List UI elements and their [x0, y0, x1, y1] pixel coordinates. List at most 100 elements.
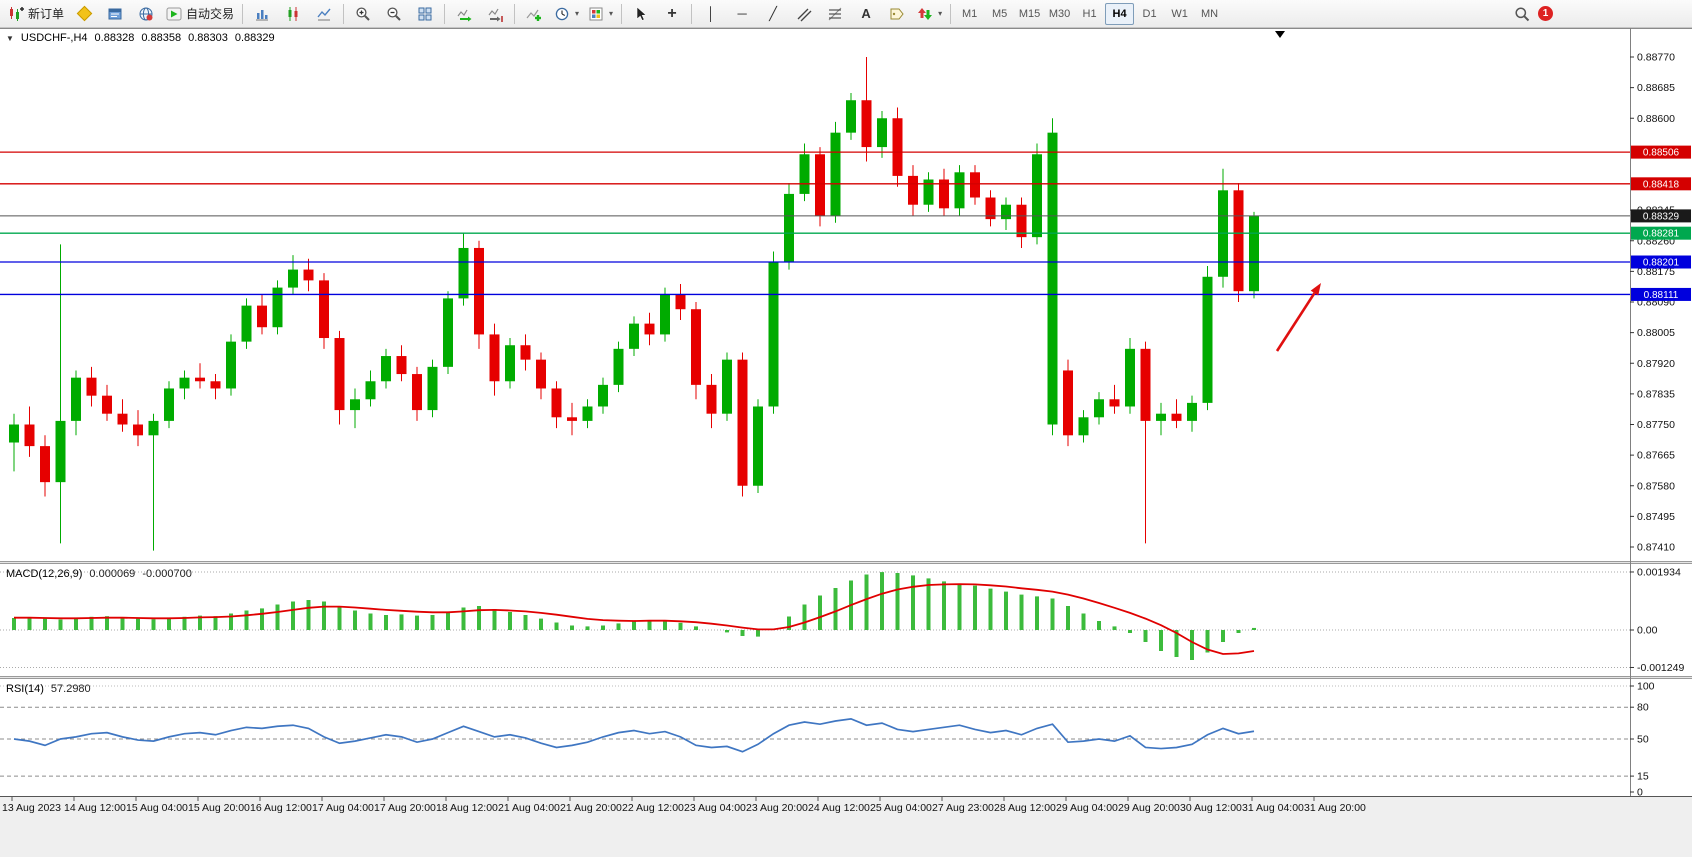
- close-value: 0.88329: [234, 32, 275, 44]
- svg-text:0.001934: 0.001934: [1637, 566, 1681, 578]
- horizontal-line-tool-button[interactable]: ─: [727, 2, 757, 26]
- trendline-tool-button[interactable]: ╱: [758, 2, 788, 26]
- zoom-in-icon: [356, 6, 370, 21]
- trend-arrow[interactable]: [1275, 283, 1321, 352]
- arrows-icon: [918, 7, 933, 20]
- price-axis[interactable]: 0.887700.886850.886000.883450.882600.881…: [1630, 52, 1691, 554]
- chevron-down-icon: ▾: [609, 9, 614, 18]
- timeframe-mn-button[interactable]: MN: [1201, 7, 1219, 20]
- search-button[interactable]: [1507, 2, 1537, 26]
- vertical-line-tool-button[interactable]: │: [696, 2, 726, 26]
- svg-text:80: 80: [1637, 702, 1649, 714]
- svg-text:15: 15: [1637, 771, 1649, 783]
- timeframe-m30-button[interactable]: M30: [1048, 7, 1071, 20]
- svg-text:27 Aug 23:00: 27 Aug 23:00: [932, 802, 994, 814]
- terminal-button[interactable]: [100, 2, 130, 26]
- line-chart-button[interactable]: [309, 2, 339, 26]
- bar-chart-button[interactable]: [247, 2, 277, 26]
- community-globe-icon: [139, 7, 153, 20]
- notification-badge[interactable]: 1: [1538, 6, 1553, 21]
- svg-text:0.88329: 0.88329: [1643, 211, 1680, 222]
- label-tag-icon: [890, 8, 904, 19]
- macd-indicator-label: MACD(12,26,9) 0.000069 -0.000700: [6, 568, 192, 580]
- timeframe-h1-button[interactable]: H1: [1082, 7, 1097, 20]
- time-axis[interactable]: 13 Aug 2023 14 Aug 12:00 15 Aug 04:00 15 Au…: [2, 796, 1366, 814]
- zoom-in-button[interactable]: [348, 2, 378, 26]
- svg-text:0.87750: 0.87750: [1637, 419, 1675, 431]
- toolbar-separator: [444, 3, 446, 24]
- rsi-pane[interactable]: 100 80 50 15 0: [0, 681, 1655, 799]
- tile-windows-button[interactable]: [410, 2, 440, 26]
- toolbar-separator: [691, 3, 693, 24]
- svg-text:17 Aug 20:00: 17 Aug 20:00: [374, 802, 436, 814]
- community-button[interactable]: [131, 2, 161, 26]
- svg-text:0.88685: 0.88685: [1637, 82, 1675, 94]
- support-line-badge: [1631, 255, 1691, 269]
- templates-button[interactable]: ▾: [584, 2, 617, 26]
- chart-shift-marker[interactable]: [1275, 31, 1285, 38]
- svg-text:23 Aug 04:00: 23 Aug 04:00: [684, 802, 746, 814]
- auto-scroll-button[interactable]: [449, 2, 479, 26]
- svg-text:0.88111: 0.88111: [1644, 290, 1679, 301]
- timeframe-m15-button[interactable]: M15: [1018, 7, 1041, 20]
- zoom-out-button[interactable]: [379, 2, 409, 26]
- macd-signal-line: [14, 583, 1255, 655]
- cursor-tool-button[interactable]: [626, 2, 656, 26]
- svg-text:21 Aug 20:00: 21 Aug 20:00: [560, 802, 622, 814]
- rsi-line: [13, 717, 1255, 753]
- macd-pane[interactable]: 0.001934 0.00 -0.001249: [0, 566, 1684, 674]
- svg-text:15 Aug 04:00: 15 Aug 04:00: [126, 802, 188, 814]
- chevron-down-icon: ▾: [938, 9, 943, 18]
- fibonacci-icon: [828, 7, 842, 20]
- chart-canvas[interactable]: 0.887700.886850.886000.883450.882600.881…: [0, 28, 1692, 857]
- channel-tool-button[interactable]: [789, 2, 819, 26]
- indicators-button[interactable]: [519, 2, 549, 26]
- chart-window[interactable]: 0.887700.886850.886000.883450.882600.881…: [0, 28, 1692, 857]
- rsi-name: RSI(14): [6, 683, 44, 695]
- svg-text:-0.001249: -0.001249: [1637, 662, 1684, 674]
- chart-shift-button[interactable]: [480, 2, 510, 26]
- svg-text:29 Aug 04:00: 29 Aug 04:00: [1056, 802, 1118, 814]
- toolbar-separator: [343, 3, 345, 24]
- candlestick-chart-button[interactable]: [278, 2, 308, 26]
- timeframe-d1-button[interactable]: D1: [1142, 7, 1157, 20]
- resistance-line-badge: [1631, 145, 1691, 159]
- timeframe-w1-button[interactable]: W1: [1171, 7, 1188, 20]
- timeframe-m5-button[interactable]: M5: [991, 7, 1008, 20]
- timeframe-h4-button[interactable]: H4: [1105, 2, 1135, 25]
- new-order-icon: [10, 6, 24, 21]
- autotrade-button[interactable]: 自动交易: [162, 2, 238, 26]
- svg-text:0.87410: 0.87410: [1637, 542, 1675, 554]
- metaeditor-button[interactable]: [69, 2, 99, 26]
- channel-icon: [797, 8, 812, 21]
- toolbar-separator: [514, 3, 516, 24]
- new-order-button[interactable]: 新订单: [4, 2, 68, 26]
- svg-text:0.88770: 0.88770: [1637, 52, 1675, 64]
- svg-text:0: 0: [1637, 787, 1643, 799]
- svg-text:0.88175: 0.88175: [1637, 266, 1675, 278]
- toolbar-separator: [950, 3, 952, 24]
- level-lines-layer[interactable]: [0, 151, 1630, 296]
- arrows-tool-button[interactable]: ▾: [913, 2, 946, 26]
- resistance-line-badge: [1631, 177, 1691, 191]
- chart-shift-icon: [488, 8, 503, 22]
- fibonacci-tool-button[interactable]: [820, 2, 850, 26]
- candles-layer[interactable]: [9, 57, 1259, 551]
- svg-text:22 Aug 12:00: 22 Aug 12:00: [622, 802, 684, 814]
- periods-button[interactable]: ▾: [550, 2, 583, 26]
- indicators-icon: [526, 9, 542, 21]
- line-chart-icon: [317, 8, 331, 20]
- bar-chart-icon: [256, 9, 269, 20]
- toolbar: 新订单 自动交易: [0, 0, 1692, 28]
- timeframe-m1-button[interactable]: M1: [961, 7, 978, 20]
- text-tool-button[interactable]: A: [851, 2, 881, 26]
- svg-text:0.00: 0.00: [1637, 625, 1658, 637]
- chevron-down-icon: ▾: [575, 9, 580, 18]
- label-tool-button[interactable]: [882, 2, 912, 26]
- collapse-arrow-icon[interactable]: ▼: [6, 33, 14, 43]
- autotrade-play-icon: [166, 7, 182, 20]
- toolbar-separator: [242, 3, 244, 24]
- svg-text:0.87580: 0.87580: [1637, 480, 1675, 492]
- crosshair-tool-button[interactable]: +: [657, 2, 687, 26]
- metaeditor-icon: [76, 5, 92, 22]
